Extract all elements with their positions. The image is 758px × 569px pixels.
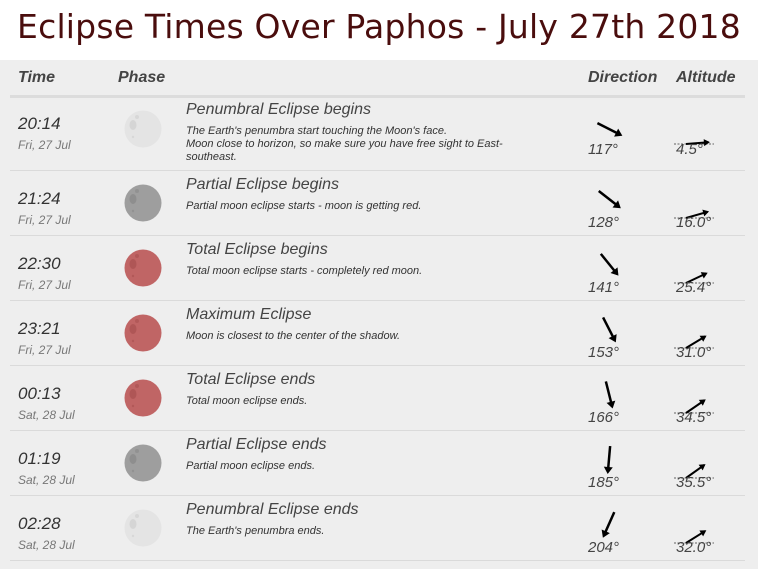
direction-value: 166° — [588, 409, 620, 426]
altitude-arrow-icon — [674, 464, 714, 479]
altitude-arrow-icon — [674, 530, 714, 544]
table-row: 21:24 Fri, 27 Jul Partial Eclipse begins… — [10, 171, 745, 236]
direction-arrow-icon — [597, 190, 621, 209]
event-time: 02:28 — [18, 514, 61, 533]
event-date: Fri, 27 Jul — [18, 343, 71, 357]
event-description: The Earth's penumbra start touching the … — [186, 125, 503, 163]
direction-value: 128° — [588, 214, 620, 231]
event-time: 21:24 — [18, 189, 61, 208]
moon-total-icon — [124, 314, 162, 352]
direction-arrow-icon — [601, 316, 617, 343]
event-title: Penumbral Eclipse begins — [186, 101, 371, 118]
direction-value: 141° — [588, 279, 620, 296]
direction-value: 153° — [588, 344, 620, 361]
altitude-arrow-icon — [674, 399, 714, 414]
event-title: Partial Eclipse ends — [186, 436, 327, 453]
event-title: Total Eclipse begins — [186, 241, 328, 258]
event-time: 01:19 — [18, 449, 61, 468]
event-date: Sat, 28 Jul — [18, 473, 75, 487]
altitude-value: 34.5° — [676, 409, 712, 426]
event-description: Total moon eclipse starts - completely r… — [186, 265, 423, 277]
event-date: Fri, 27 Jul — [18, 138, 71, 152]
table-row: 02:28 Sat, 28 Jul Penumbral Eclipse ends… — [10, 496, 745, 561]
altitude-value: 31.0° — [676, 344, 712, 361]
table-row: 20:14 Fri, 27 Jul Penumbral Eclipse begi… — [10, 95, 745, 171]
event-time: 20:14 — [18, 114, 61, 133]
event-date: Fri, 27 Jul — [18, 278, 71, 292]
altitude-value: 35.5° — [676, 474, 712, 491]
event-title: Partial Eclipse begins — [186, 176, 339, 193]
event-date: Sat, 28 Jul — [18, 538, 75, 552]
direction-value: 204° — [588, 539, 620, 556]
table-header: Time Phase Direction Altitude — [10, 60, 745, 98]
event-title: Maximum Eclipse — [186, 306, 312, 323]
direction-value: 117° — [588, 141, 618, 158]
moon-penumbral-icon — [124, 110, 162, 148]
event-title: Total Eclipse ends — [186, 371, 316, 388]
page-title: Eclipse Times Over Paphos - July 27th 20… — [17, 7, 741, 46]
header-phase: Phase — [118, 69, 166, 86]
direction-arrow-icon — [603, 445, 613, 474]
direction-arrow-icon — [596, 121, 623, 137]
moon-total-icon — [124, 379, 162, 417]
direction-value: 185° — [588, 474, 620, 491]
altitude-arrow-icon — [674, 272, 714, 284]
header-time: Time — [18, 69, 56, 86]
event-time: 23:21 — [18, 319, 61, 338]
table-row: 23:21 Fri, 27 Jul Maximum Eclipse Moon i… — [10, 301, 745, 366]
header-direction: Direction — [588, 69, 658, 86]
direction-arrow-icon — [599, 253, 619, 276]
moon-penumbral-icon — [124, 509, 162, 547]
event-description: Moon is closest to the center of the sha… — [186, 330, 401, 342]
moon-partial-icon — [124, 444, 162, 482]
moon-total-icon — [124, 249, 162, 287]
event-description: Partial moon eclipse starts - moon is ge… — [186, 200, 422, 212]
direction-arrow-icon — [601, 511, 616, 538]
table-row: 01:19 Sat, 28 Jul Partial Eclipse ends P… — [10, 431, 745, 496]
altitude-value: 32.0° — [676, 539, 712, 556]
table-row: 22:30 Fri, 27 Jul Total Eclipse begins T… — [10, 236, 745, 301]
event-title: Penumbral Eclipse ends — [186, 501, 359, 518]
table-row: 00:13 Sat, 28 Jul Total Eclipse ends Tot… — [10, 366, 745, 431]
eclipse-table: Time Phase Direction Altitude 20:14 Fri,… — [0, 60, 758, 569]
event-date: Fri, 27 Jul — [18, 213, 71, 227]
altitude-arrow-icon — [674, 335, 714, 349]
event-time: 22:30 — [18, 254, 61, 273]
altitude-value: 25.4° — [676, 279, 712, 296]
altitude-value: 4.5° — [676, 141, 703, 158]
moon-partial-icon — [124, 184, 162, 222]
event-date: Sat, 28 Jul — [18, 408, 75, 422]
event-description: The Earth's penumbra ends. — [186, 525, 325, 537]
event-time: 00:13 — [18, 384, 61, 403]
direction-arrow-icon — [604, 381, 616, 409]
altitude-value: 16.0° — [676, 214, 712, 231]
header-altitude: Altitude — [676, 69, 736, 86]
event-description: Partial moon eclipse ends. — [186, 460, 316, 472]
altitude-arrow-icon — [674, 139, 714, 147]
event-description: Total moon eclipse ends. — [186, 395, 308, 407]
altitude-arrow-icon — [674, 209, 714, 219]
